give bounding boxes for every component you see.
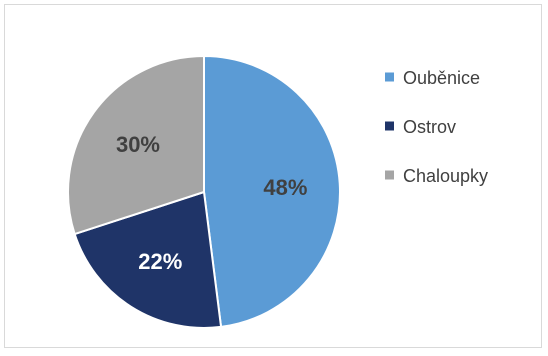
legend-label-chaloupky: Chaloupky [403,166,488,186]
data-label-ouběnice: 48% [263,175,307,200]
chart-frame: 48% 22% 30% Ouběnice Ostrov Chaloupky [4,4,542,348]
pie-slice-ouběnice [203,54,341,329]
legend-swatch-ostrov [385,121,394,131]
pie-data-labels: 48% 22% 30% [116,132,308,274]
pie-slices [67,54,341,329]
pie-slice-chaloupky [67,54,205,236]
legend-swatch-ouběnice [385,72,394,82]
pie-chart: 48% 22% 30% Ouběnice Ostrov Chaloupky [67,54,488,329]
legend-label-ostrov: Ostrov [403,117,456,137]
chart-legend: Ouběnice Ostrov Chaloupky [385,68,488,186]
data-label-chaloupky: 30% [116,132,160,157]
data-label-ostrov: 22% [138,249,182,274]
legend-label-ouběnice: Ouběnice [403,68,480,88]
pie-slice-ostrov [73,190,223,329]
legend-swatch-chaloupky [385,170,394,180]
